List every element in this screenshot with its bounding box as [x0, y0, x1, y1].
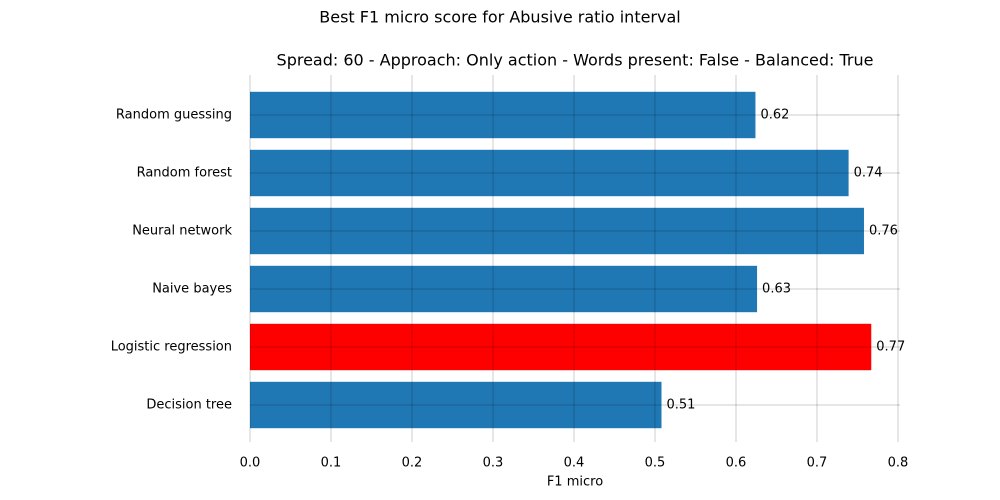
bar: [250, 323, 872, 371]
value-label: 0.62: [760, 108, 789, 123]
bar: [250, 149, 849, 197]
y-tick-label: Neural network: [132, 224, 232, 239]
x-tick-label: 0.2: [402, 456, 423, 471]
value-label: 0.51: [666, 398, 695, 413]
y-tick-label: Random guessing: [116, 108, 232, 123]
bar: [250, 265, 758, 313]
chart-title: Best F1 micro score for Abusive ratio in…: [319, 8, 680, 27]
y-tick-label: Naive bayes: [152, 282, 232, 297]
x-tick-label: 0.1: [321, 456, 342, 471]
x-axis-label: F1 micro: [547, 475, 603, 490]
y-tick-label: Logistic regression: [111, 340, 232, 355]
bar: [250, 207, 864, 255]
x-tick-label: 0.8: [888, 456, 909, 471]
bar: [250, 381, 662, 429]
value-label: 0.63: [762, 282, 791, 297]
x-tick-label: 0.7: [807, 456, 828, 471]
bar: [250, 91, 756, 139]
value-label: 0.74: [854, 166, 883, 181]
x-tick-label: 0.0: [240, 456, 261, 471]
y-tick-label: Random forest: [137, 166, 232, 181]
x-tick-label: 0.3: [483, 456, 504, 471]
value-label: 0.77: [876, 340, 905, 355]
x-tick-label: 0.5: [645, 456, 666, 471]
y-tick-label: Decision tree: [146, 398, 232, 413]
x-tick-label: 0.4: [564, 456, 585, 471]
x-tick-label: 0.6: [726, 456, 747, 471]
value-label: 0.76: [869, 224, 898, 239]
chart-subtitle: Spread: 60 - Approach: Only action - Wor…: [277, 51, 874, 70]
